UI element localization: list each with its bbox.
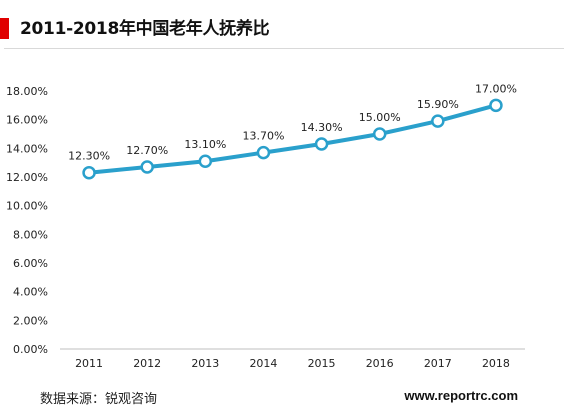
x-tick-label: 2012 xyxy=(133,357,161,370)
data-label: 15.00% xyxy=(359,111,401,124)
x-tick-label: 2013 xyxy=(191,357,219,370)
title-accent-bar xyxy=(0,18,9,39)
data-point xyxy=(198,154,213,168)
data-point xyxy=(489,98,503,113)
data-point xyxy=(256,145,271,160)
y-tick-label: 6.00% xyxy=(13,257,48,270)
x-tick-label: 2016 xyxy=(366,357,394,370)
data-label: 17.00% xyxy=(475,82,517,95)
series-line xyxy=(87,103,498,175)
y-tick-label: 16.00% xyxy=(6,114,48,127)
website-link[interactable]: www.reportrc.com xyxy=(404,388,518,403)
data-label: 13.70% xyxy=(242,130,284,143)
y-tick-label: 10.00% xyxy=(6,200,48,213)
chart-title: 2011-2018年中国老年人抚养比 xyxy=(20,19,270,39)
x-tick-label: 2011 xyxy=(75,357,103,370)
y-tick-label: 8.00% xyxy=(13,228,48,241)
y-tick-label: 14.00% xyxy=(6,142,48,155)
y-tick-label: 2.00% xyxy=(13,314,48,327)
y-tick-label: 12.00% xyxy=(6,171,48,184)
data-point xyxy=(314,137,329,151)
data-label: 12.70% xyxy=(126,144,168,157)
data-point xyxy=(372,127,387,141)
y-tick-label: 18.00% xyxy=(6,85,48,98)
x-tick-label: 2015 xyxy=(308,357,336,370)
data-label: 12.30% xyxy=(68,150,110,163)
data-point xyxy=(82,165,96,180)
y-tick-label: 4.00% xyxy=(13,286,48,299)
data-label: 15.90% xyxy=(417,98,459,111)
data-label: 13.10% xyxy=(184,138,226,151)
x-tick-label: 2017 xyxy=(424,357,452,370)
data-source: 数据来源：锐观咨询 xyxy=(40,392,158,407)
y-tick-label: 0.00% xyxy=(13,343,48,356)
x-tick-label: 2018 xyxy=(482,357,510,370)
title-divider xyxy=(4,48,564,49)
x-tick-label: 2014 xyxy=(249,357,277,370)
data-point xyxy=(431,114,445,128)
data-point xyxy=(140,160,154,174)
data-label: 14.30% xyxy=(301,121,343,134)
